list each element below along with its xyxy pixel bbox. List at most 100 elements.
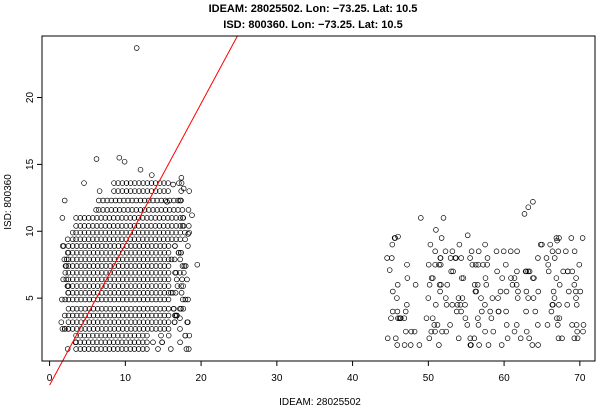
data-point: [108, 207, 115, 213]
data-point: [96, 207, 102, 213]
data-point: [108, 197, 115, 204]
data-point: [132, 269, 138, 276]
data-point: [471, 335, 478, 342]
data-point: [140, 276, 147, 283]
data-point: [94, 243, 101, 249]
data-point: [136, 263, 143, 269]
data-point: [504, 335, 511, 342]
data-point: [144, 319, 151, 325]
data-point: [153, 256, 159, 263]
data-point: [137, 197, 144, 204]
data-point: [82, 290, 88, 296]
data-point: [153, 269, 159, 276]
data-point: [535, 342, 541, 348]
data-point: [107, 276, 113, 283]
data-point: [563, 248, 569, 255]
x-tick-label: 20: [196, 373, 208, 384]
data-point: [513, 322, 520, 328]
data-point: [132, 276, 138, 283]
data-point: [131, 236, 138, 243]
data-point: [388, 315, 394, 321]
data-point: [102, 346, 109, 352]
data-point: [127, 332, 134, 339]
data-point: [136, 276, 143, 283]
data-point: [140, 180, 146, 186]
x-tick-label: 10: [120, 373, 132, 384]
data-point: [132, 283, 138, 289]
data-point: [77, 236, 84, 243]
data-point: [140, 290, 147, 296]
data-point: [64, 249, 71, 256]
data-point: [69, 319, 76, 325]
data-point: [135, 346, 142, 352]
data-point: [98, 215, 104, 221]
data-point: [471, 282, 478, 288]
data-point: [149, 249, 155, 256]
data-point: [165, 326, 172, 332]
data-point: [433, 227, 439, 233]
data-point: [513, 282, 520, 288]
data-point: [82, 296, 88, 303]
data-point: [185, 243, 191, 249]
data-point: [69, 256, 76, 263]
data-point: [128, 269, 134, 276]
data-point: [94, 276, 101, 283]
data-point: [119, 326, 126, 332]
data-point: [74, 312, 80, 319]
data-point: [160, 229, 167, 236]
data-point: [507, 248, 514, 255]
data-point: [403, 328, 409, 335]
data-point: [144, 346, 150, 352]
data-point: [86, 283, 93, 289]
data-point: [111, 312, 118, 319]
data-point: [124, 283, 130, 289]
data-point: [127, 188, 134, 194]
data-point: [85, 229, 92, 236]
data-point: [161, 306, 168, 312]
data-point: [106, 346, 113, 352]
data-point: [119, 319, 126, 325]
data-point: [90, 312, 97, 319]
data-point: [474, 282, 481, 288]
y-axis: 5 10 15 20: [25, 92, 42, 301]
data-point: [124, 312, 130, 319]
data-point: [119, 290, 126, 296]
data-point: [438, 235, 445, 241]
data-point: [129, 197, 135, 204]
data-point: [156, 236, 163, 243]
data-point: [171, 319, 178, 325]
data-point: [106, 223, 113, 229]
data-point: [124, 296, 130, 303]
data-point: [127, 346, 134, 352]
data-point: [500, 248, 507, 255]
data-point: [94, 236, 100, 243]
data-point: [177, 326, 183, 332]
data-point: [418, 215, 424, 221]
data-point: [475, 315, 481, 321]
data-point: [555, 335, 562, 342]
data-point: [153, 306, 159, 312]
data-point: [161, 290, 168, 296]
data-point: [103, 306, 109, 312]
data-point: [523, 328, 530, 335]
data-point: [174, 276, 180, 283]
data-point: [548, 308, 555, 315]
data-point: [119, 263, 126, 269]
data-point: [498, 342, 505, 348]
data-point: [107, 319, 113, 325]
data-point: [119, 276, 126, 283]
data-point: [526, 335, 532, 342]
data-point: [157, 243, 163, 249]
data-point: [123, 346, 129, 352]
data-point: [467, 342, 474, 348]
data-point: [449, 302, 456, 308]
data-point: [434, 322, 441, 328]
data-point: [119, 296, 126, 303]
data-point: [115, 326, 122, 332]
data-point: [127, 215, 134, 221]
data-point: [119, 256, 126, 263]
data-point: [123, 223, 129, 229]
data-point: [165, 312, 172, 319]
data-point: [475, 248, 482, 255]
data-point: [124, 256, 130, 263]
